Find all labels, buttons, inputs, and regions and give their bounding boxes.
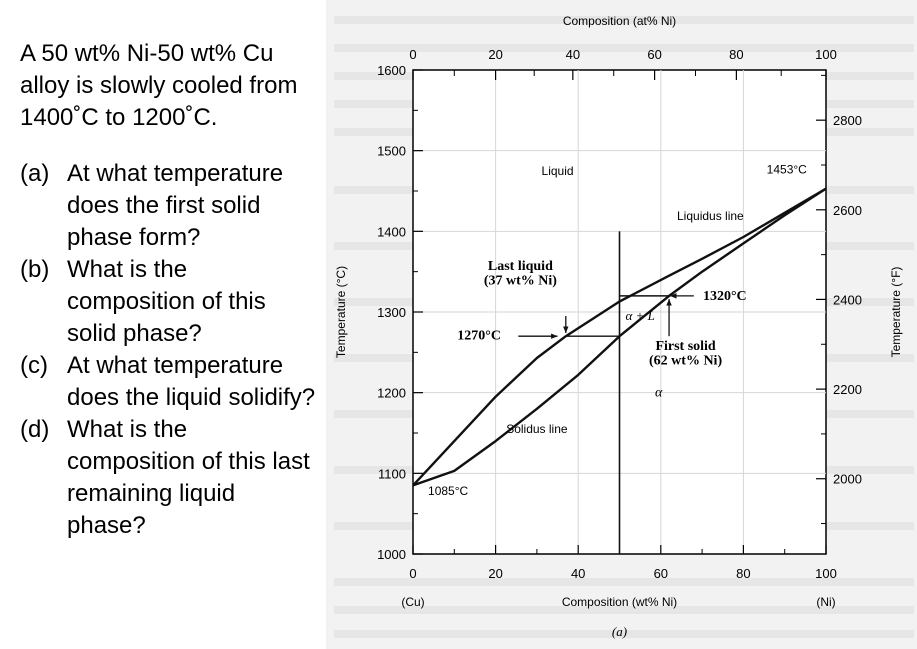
alpha-region-label: α [655, 386, 663, 401]
faded-background-text [334, 16, 914, 24]
tick-layer: 0 20 40 60 80 1000 20 40 60 80 1001000110012001300… [377, 47, 862, 581]
question-item-a: (a) At what temperature does the first s… [20, 158, 320, 254]
temp-1320-label: 1320°C [703, 289, 747, 304]
y-tick-label-left: 1500 [377, 144, 406, 159]
question-item-d: (d) What is the composition of this last… [20, 414, 320, 542]
y-tick-label-right: 2400 [833, 292, 862, 307]
question-letter: (c) [20, 352, 48, 379]
question-letter: (d) [20, 416, 50, 443]
solidus-line-label: Solidus line [506, 422, 568, 436]
x-axis-top-title: Composition (at% Ni) [563, 14, 676, 28]
ni-melting-point-label: 1453°C [767, 162, 807, 176]
x-axis-bottom-title: Composition (wt% Ni) [562, 595, 677, 609]
y-tick-label-right: 2200 [833, 382, 862, 397]
temp-1270-label: 1270°C [457, 328, 501, 343]
question-item-b: (b) What is the composition of this soli… [20, 254, 320, 350]
y-tick-label-right: 2600 [833, 203, 862, 218]
first-solid-composition: (62 wt% Ni) [649, 353, 722, 368]
x-tick-label-bottom: 0 [409, 566, 416, 581]
y-tick-label-left: 1300 [377, 305, 406, 320]
y-tick-label-right: 2800 [833, 113, 862, 128]
x-tick-label-top: 60 [647, 47, 661, 62]
y-tick-label-left: 1000 [377, 547, 406, 562]
arrow-first-solid-head [666, 299, 672, 306]
y-tick-label-left: 1200 [377, 386, 406, 401]
question-body: At what temperature does the liquid soli… [67, 352, 316, 411]
question-body: At what temperature does the first solid… [67, 160, 284, 251]
question-body: What is the composition of this solid ph… [67, 256, 266, 347]
liquid-region-label: Liquid [542, 164, 574, 178]
cu-end-label: (Cu) [401, 595, 424, 609]
x-tick-label-bottom: 60 [654, 566, 668, 581]
x-tick-label-bottom: 80 [736, 566, 750, 581]
question-text: A 50 wt% Ni-50 wt% Cu alloy is slowly co… [20, 38, 320, 542]
faded-background-text [334, 44, 914, 52]
construction-layer [518, 231, 694, 554]
arrow-last-liquid-head [563, 326, 569, 333]
x-tick-label-top: 100 [815, 47, 837, 62]
y-axis-left-title: Temperature (°C) [334, 266, 348, 358]
cu-melting-point-label: 1085°C [428, 484, 468, 498]
question-intro: A 50 wt% Ni-50 wt% Cu alloy is slowly co… [20, 40, 298, 131]
question-item-c: (c) At what temperature does the liquid … [20, 350, 320, 414]
x-tick-label-top: 20 [488, 47, 502, 62]
first-solid-label: First solid [655, 339, 715, 354]
x-tick-label-top: 40 [566, 47, 580, 62]
x-tick-label-bottom: 100 [815, 566, 837, 581]
x-tick-label-top: 0 [409, 47, 416, 62]
x-tick-label-top: 80 [729, 47, 743, 62]
arrow-1320-head [670, 293, 677, 299]
y-tick-label-left: 1400 [377, 224, 406, 239]
arrow-1270-head [551, 333, 558, 339]
liquidus-line-label: Liquidus line [677, 209, 744, 223]
y-tick-label-left: 1600 [377, 63, 406, 78]
question-letter: (a) [20, 160, 50, 187]
faded-background-text [334, 606, 914, 614]
alpha-plus-liquid-label: α + L [625, 308, 654, 323]
question-body: What is the composition of this last rem… [67, 416, 310, 539]
x-tick-label-bottom: 20 [488, 566, 502, 581]
y-tick-label-right: 2000 [833, 472, 862, 487]
faded-background-text [334, 578, 914, 586]
faded-background-text [334, 630, 914, 638]
y-axis-right-title: Temperature (°F) [889, 267, 903, 358]
ni-end-label: (Ni) [816, 595, 835, 609]
figure-caption: (a) [612, 624, 627, 639]
last-liquid-composition: (37 wt% Ni) [484, 274, 557, 289]
last-liquid-label: Last liquid [488, 259, 553, 274]
y-tick-label-left: 1100 [378, 466, 406, 481]
question-letter: (b) [20, 256, 50, 283]
x-tick-label-bottom: 40 [571, 566, 585, 581]
